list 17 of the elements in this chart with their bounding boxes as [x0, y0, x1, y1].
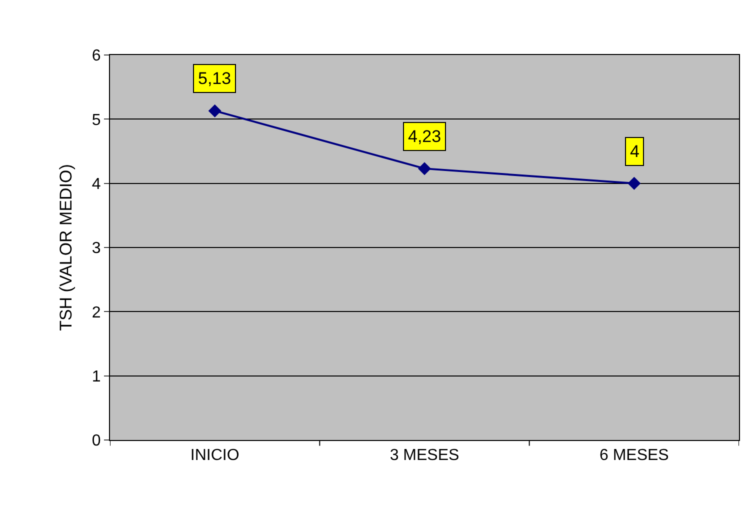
y-axis-title: TSH (VALOR MEDIO)	[56, 164, 76, 331]
x-tick-label: INICIO	[190, 447, 240, 464]
point	[208, 104, 222, 118]
data-label: 5,13	[198, 69, 232, 88]
y-tick-label: 1	[92, 368, 101, 386]
point	[418, 162, 431, 176]
x-tick-label: 3 MESES	[390, 447, 460, 464]
data-label: 4,23	[408, 127, 442, 146]
y-tick-label: 4	[92, 176, 101, 193]
y-tick-label: 5	[92, 112, 101, 129]
y-tick-label: 3	[92, 240, 101, 258]
data-label: 4	[630, 142, 640, 161]
x-tick-label: 6 MESES	[599, 447, 669, 464]
point	[628, 176, 641, 190]
y-tick-label: 6	[92, 48, 101, 65]
y-tick-label: 0	[92, 432, 101, 450]
y-tick-label: 2	[92, 304, 101, 322]
